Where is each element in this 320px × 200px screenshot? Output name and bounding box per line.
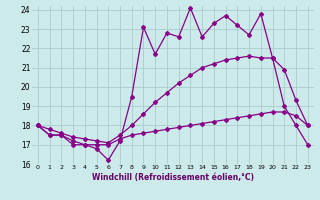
X-axis label: Windchill (Refroidissement éolien,°C): Windchill (Refroidissement éolien,°C) (92, 173, 254, 182)
